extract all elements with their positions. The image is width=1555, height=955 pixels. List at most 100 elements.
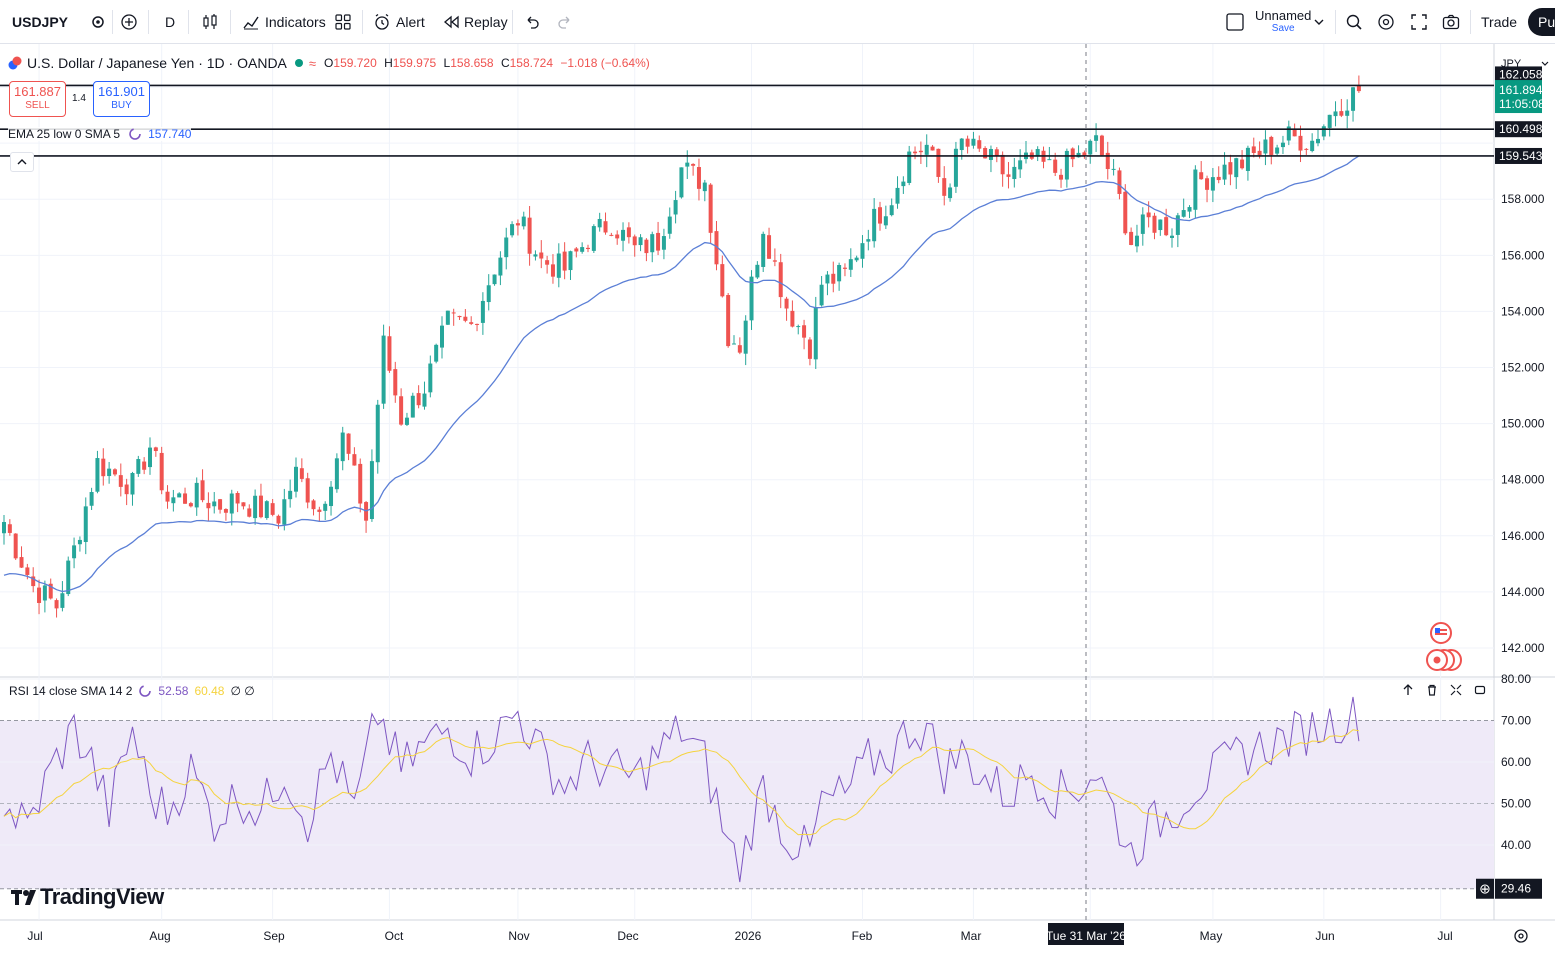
chevron-down-icon (1314, 19, 1324, 25)
rsi-loading-icon (139, 685, 152, 697)
chevron-up-icon (17, 159, 27, 165)
symbol-title: U.S. Dollar / Japanese Yen · 1D · OANDA (27, 55, 287, 71)
candle-body (1059, 174, 1064, 180)
snapshot-button[interactable] (1442, 0, 1460, 44)
candle-body (621, 229, 626, 241)
templates-button[interactable] (335, 0, 351, 44)
candle-body (124, 484, 129, 495)
alert-button[interactable]: Alert (373, 0, 425, 44)
symbol-name: USDJPY (12, 14, 69, 30)
candle-body (1257, 150, 1262, 156)
events-flag-us[interactable] (1430, 622, 1452, 649)
candle-body (1210, 177, 1215, 191)
candle-body (130, 472, 135, 495)
interval-label: D (165, 14, 176, 30)
rsi-sma-value: 60.48 (194, 684, 225, 698)
scale-settings-button[interactable] (1513, 928, 1529, 949)
move-pane-up-button[interactable] (1399, 683, 1417, 701)
fullscreen-icon (1411, 14, 1427, 30)
price-tick-label: 144.000 (1501, 585, 1545, 599)
candle-body (153, 447, 158, 452)
candle-body (556, 253, 561, 278)
tradingview-logo[interactable]: TradingView (10, 884, 164, 910)
candle-body (7, 524, 12, 533)
candle-body (854, 257, 859, 261)
candle-body (112, 469, 117, 475)
candle-body (206, 502, 211, 509)
current-price-text: 161.894 (1499, 83, 1543, 97)
rsi-legend[interactable]: RSI 14 close SMA 14 2 52.58 60.48 ∅ ∅ (9, 684, 255, 698)
candle-body (194, 482, 199, 508)
candle-body (889, 205, 894, 216)
candle-body (340, 432, 345, 462)
level-159-label-bg (1495, 147, 1542, 164)
time-tick-label: Jul (27, 929, 42, 943)
rsi-value: 52.58 (158, 684, 189, 698)
candle-body (755, 264, 760, 278)
candle-body (1175, 215, 1180, 235)
candle-body (1088, 140, 1093, 155)
rsi-tick-label: 50.00 (1501, 797, 1531, 811)
candle-body (498, 257, 503, 276)
delete-pane-button[interactable] (1423, 683, 1441, 701)
symbol-settings-button[interactable] (90, 0, 106, 44)
data-approx-icon: ≈ (308, 55, 317, 71)
candle-body (241, 502, 246, 507)
candle-body (895, 187, 900, 204)
redo-button[interactable] (557, 0, 573, 44)
trade-button[interactable]: Trade (1481, 0, 1517, 44)
candle-body (480, 300, 485, 323)
layout-dropdown[interactable] (1313, 0, 1325, 44)
candle-body (761, 233, 766, 267)
sell-button[interactable]: 161.887 SELL (9, 81, 66, 117)
candle-body (1356, 85, 1361, 92)
candle-body (1321, 126, 1326, 137)
fullscreen-button[interactable] (1410, 0, 1428, 44)
replay-button[interactable]: Replay (443, 0, 508, 44)
events-flag-jp[interactable] (1426, 649, 1462, 676)
candle-body (1187, 207, 1192, 212)
candle-body (778, 262, 783, 298)
layout-checkbox[interactable] (1226, 0, 1244, 44)
ema-legend[interactable]: EMA 25 low 0 SMA 5 157.740 (8, 127, 192, 141)
candle-body (913, 151, 918, 154)
candle-body (1345, 110, 1350, 116)
candle-body (107, 468, 112, 477)
candle-body (802, 325, 807, 338)
candle-body (866, 239, 871, 242)
layout-name-button[interactable]: Unnamed Save (1255, 0, 1311, 44)
candle-body (644, 239, 649, 254)
candle-body (860, 243, 865, 259)
compare-button[interactable] (120, 0, 138, 44)
settings-button[interactable] (1377, 0, 1395, 44)
quick-search-button[interactable] (1345, 0, 1363, 44)
market-status-dot (294, 59, 303, 67)
buy-button[interactable]: 161.901 BUY (93, 81, 150, 117)
countdown-text: 11:05:08 (1499, 97, 1545, 111)
candle-body (819, 284, 824, 306)
candle-body (136, 459, 141, 474)
symbol-search[interactable]: USDJPY (12, 0, 68, 44)
candle-body (1164, 217, 1169, 236)
candle-body (1193, 169, 1198, 210)
undo-icon (527, 16, 539, 29)
candle-body (983, 148, 988, 159)
collapse-legend-button[interactable] (10, 152, 34, 172)
gear-icon (92, 16, 104, 28)
chart-canvas[interactable]: 158.000 156.000 154.000 152.000 150.000 148.0… (0, 44, 1555, 955)
publish-button[interactable]: Pu (1528, 0, 1555, 44)
time-tick-label: Aug (149, 929, 170, 943)
candle-body (1140, 214, 1145, 234)
ema-value: 157.740 (148, 127, 192, 141)
collapse-pane-button[interactable] (1447, 683, 1465, 701)
indicators-button[interactable]: Indicators (242, 0, 326, 44)
maximize-pane-button[interactable] (1471, 683, 1489, 701)
undo-button[interactable] (524, 0, 540, 44)
candle-body (784, 298, 789, 309)
candle-body (247, 508, 252, 517)
redo-icon (558, 16, 570, 29)
interval-button[interactable]: D (165, 0, 175, 44)
currency-selector[interactable]: JPY (1496, 54, 1550, 74)
candle-body (988, 148, 993, 160)
chart-type-button[interactable] (201, 0, 219, 44)
